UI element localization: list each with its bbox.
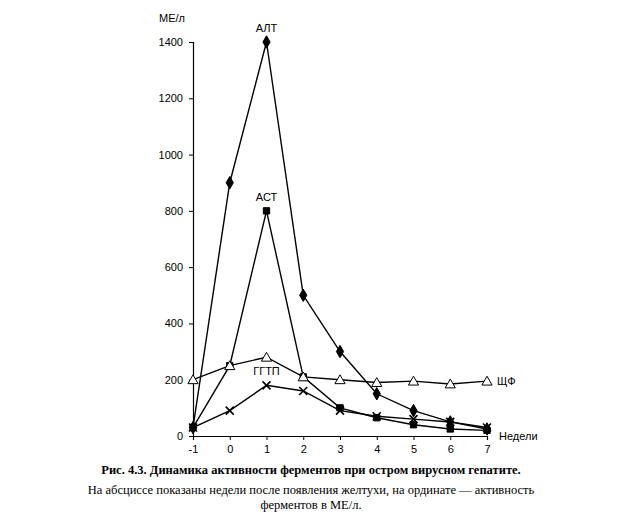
x-axis-title: Недели: [499, 430, 538, 442]
marker: [263, 36, 270, 48]
marker: [263, 208, 269, 214]
tick-label: 1: [264, 443, 270, 455]
series-label: АЛТ: [256, 22, 278, 34]
x-axis: -1 0 1 2 3 4 5 6 7: [189, 436, 491, 455]
marker: [190, 424, 196, 430]
tick-mark: [267, 436, 268, 440]
tick: 1400: [159, 36, 193, 48]
tick: 3: [337, 436, 343, 455]
tick-mark: [340, 436, 341, 440]
tick-mark: [189, 211, 193, 212]
marker: [482, 376, 492, 385]
tick-mark: [303, 436, 304, 440]
subtitle: На абсциссе показаны недели после появле…: [88, 483, 535, 512]
marker: [336, 345, 343, 357]
tick-label: 0: [177, 430, 183, 442]
tick-mark: [189, 323, 193, 324]
tick: 1200: [159, 92, 193, 104]
marker: [226, 176, 233, 188]
series-line: [193, 357, 487, 384]
marker: [410, 415, 418, 423]
y-axis: 0 200 400 600 800 1000 1200 1400: [159, 36, 194, 442]
tick: 800: [165, 205, 193, 217]
tick-label: 600: [165, 261, 183, 273]
series-line: [193, 42, 487, 429]
marker: [300, 289, 307, 301]
tick: 4: [374, 436, 380, 455]
tick-mark: [450, 436, 451, 440]
tick-label: 800: [165, 205, 183, 217]
tick-label: 5: [411, 443, 417, 455]
tick-label: 2: [301, 443, 307, 455]
marker: [226, 407, 234, 415]
marker: [483, 423, 490, 435]
tick: 1: [264, 436, 270, 455]
y-axis-title: МЕ/л: [159, 12, 185, 24]
tick-mark: [487, 436, 488, 440]
tick: 7: [484, 436, 490, 455]
tick-label: 7: [484, 443, 490, 455]
marker: [335, 375, 345, 384]
tick-mark: [414, 436, 415, 440]
tick-label: -1: [189, 443, 199, 455]
tick: 600: [165, 261, 193, 273]
marker: [446, 418, 454, 426]
series-label: ГГТП: [253, 365, 280, 377]
chart: -1 0 1 2 3 4 5 6 7 0 200 400 600 800 1000 1200 1400 АЛТ АС…: [0, 0, 622, 519]
marker: [410, 404, 417, 416]
tick: 0: [227, 436, 233, 455]
tick: 0: [177, 430, 193, 442]
axis-line: [194, 437, 488, 441]
marker: [188, 375, 198, 384]
tick-label: 1000: [159, 149, 183, 161]
marker: [225, 361, 235, 370]
series-label: ЩФ: [497, 375, 516, 387]
series-line: [193, 385, 487, 427]
tick-label: 3: [337, 443, 343, 455]
marker: [483, 424, 491, 432]
tick: 5: [411, 436, 417, 455]
tick: 6: [448, 436, 454, 455]
series-group: [188, 36, 492, 435]
tick-mark: [189, 267, 193, 268]
marker: [298, 372, 308, 381]
marker: [261, 352, 271, 361]
marker: [408, 376, 418, 385]
plot: -1 0 1 2 3 4 5 6 7 0 200 400 600 800 1000 1200 1400 АЛТ АС…: [159, 22, 516, 455]
tick-mark: [189, 42, 193, 43]
tick-label: 1200: [159, 92, 183, 104]
tick-label: 4: [374, 443, 380, 455]
tick-label: 200: [165, 374, 183, 386]
tick: 400: [165, 317, 193, 329]
tick: 2: [301, 436, 307, 455]
tick-label: 400: [165, 317, 183, 329]
tick-mark: [377, 436, 378, 440]
tick-mark: [230, 436, 231, 440]
tick-label: 6: [448, 443, 454, 455]
marker: [373, 412, 381, 420]
series-labels: АЛТ АСТ ЩФ ГГТП: [253, 22, 515, 387]
marker: [189, 424, 197, 432]
marker: [445, 379, 455, 388]
marker: [263, 381, 271, 389]
series-line: [193, 211, 487, 431]
marker: [336, 407, 344, 415]
marker: [447, 426, 453, 432]
tick: 1000: [159, 149, 193, 161]
title: Рис. 4.3. Динамика активности ферментов …: [101, 463, 520, 477]
tick-label: 0: [227, 443, 233, 455]
series-label: АСТ: [256, 191, 278, 203]
tick: -1: [189, 436, 199, 455]
tick-mark: [189, 155, 193, 156]
tick-mark: [189, 436, 193, 437]
marker: [299, 387, 307, 395]
marker: [410, 422, 416, 428]
marker: [372, 378, 382, 387]
tick-mark: [189, 98, 193, 99]
marker: [373, 388, 380, 400]
tick-label: 1400: [159, 36, 183, 48]
